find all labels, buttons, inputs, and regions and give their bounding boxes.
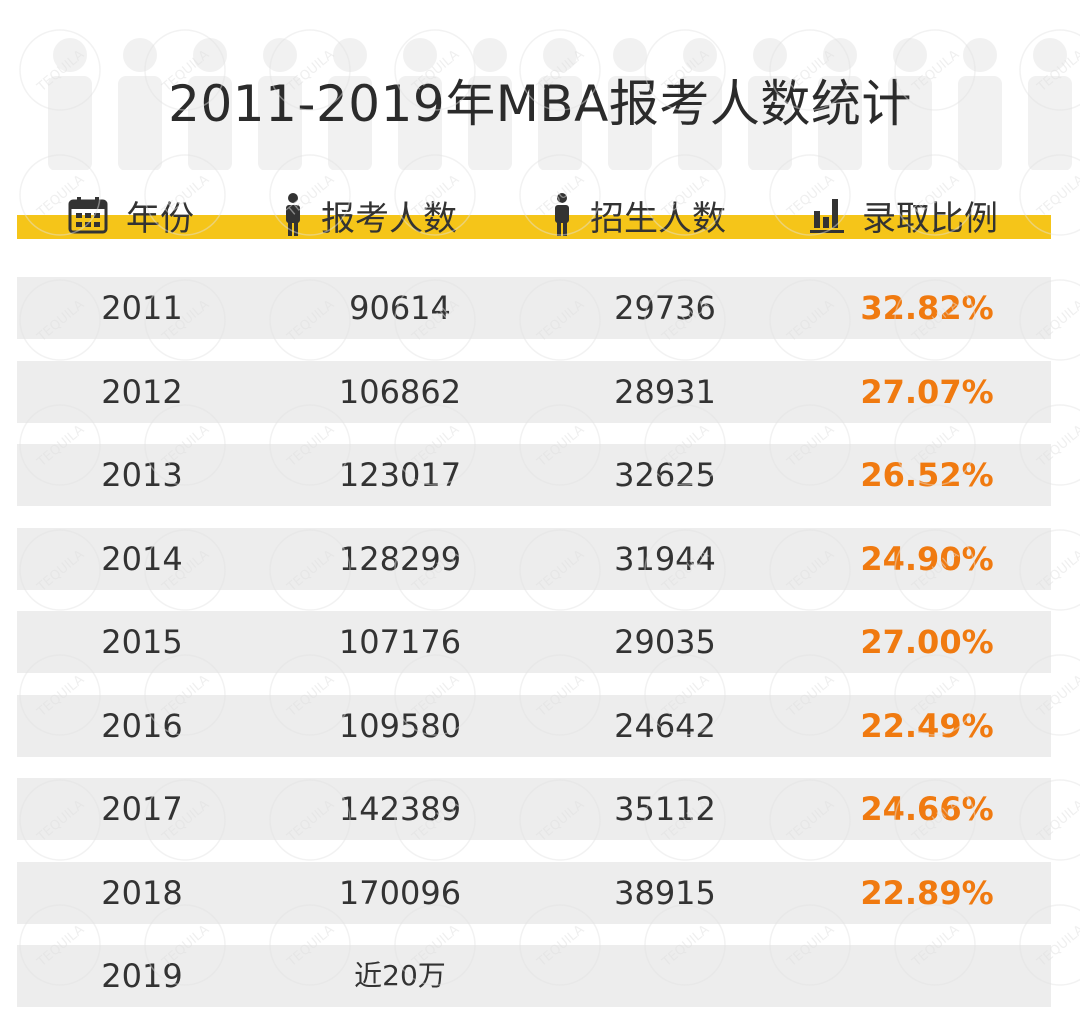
cell-year: 2018 — [101, 873, 183, 912]
header-admitted-label: 招生人数 — [590, 198, 726, 239]
calendar-icon — [68, 197, 108, 234]
header-applicants-label: 报考人数 — [321, 198, 457, 239]
cell-rate: 22.89% — [860, 873, 994, 912]
person-silhouette — [538, 38, 582, 170]
cell-year: 2016 — [101, 706, 183, 745]
header-bar — [17, 215, 1051, 239]
person-silhouette — [748, 38, 792, 170]
header-rate-label: 录取比例 — [862, 198, 998, 239]
person-silhouette — [818, 38, 862, 170]
cell-admitted: 24642 — [614, 706, 716, 745]
table-row: 2018 170096 38915 22.89% — [17, 861, 1051, 924]
cell-admitted: 38915 — [614, 873, 716, 912]
cell-applicants: 106862 — [338, 372, 462, 411]
page-title: 2011-2019年MBA报考人数统计 — [168, 75, 912, 133]
cell-applicants: 109580 — [338, 706, 462, 745]
table-row: 2016 109580 24642 22.49% — [17, 694, 1051, 757]
cell-applicants: 90614 — [349, 289, 451, 327]
person-silhouette — [118, 38, 162, 170]
cell-admitted: 29035 — [614, 623, 716, 661]
cell-year: 2015 — [101, 623, 183, 661]
table-row: 2013 123017 32625 26.52% — [17, 444, 1051, 506]
cell-year: 2011 — [101, 289, 183, 327]
person-silhouette — [258, 38, 302, 170]
svg-text:TEQUILA: TEQUILA — [1034, 172, 1080, 220]
cell-rate: 27.00% — [860, 623, 994, 661]
bar-chart-icon — [810, 199, 844, 233]
table-row: 2012 106862 28931 27.07% — [17, 360, 1051, 423]
cell-rate: 32.82% — [860, 289, 994, 327]
cell-rate — [827, 945, 1027, 1007]
header-admitted: 招生人数 — [552, 190, 726, 240]
person-silhouette — [468, 38, 512, 170]
person-silhouette — [608, 38, 652, 170]
cell-admitted — [565, 945, 765, 1007]
background-people-pattern — [48, 38, 1072, 170]
cell-applicants: 近20万 — [354, 959, 446, 992]
cell-applicants: 128299 — [338, 539, 462, 578]
cell-rate: 24.90% — [860, 539, 994, 578]
table-row: 2011 90614 29736 32.82% — [17, 277, 1051, 339]
cell-admitted: 35112 — [614, 790, 716, 828]
cell-admitted: 28931 — [614, 372, 716, 411]
cell-year: 2017 — [101, 790, 183, 828]
cell-rate: 26.52% — [860, 456, 994, 494]
person-silhouette — [328, 38, 372, 170]
person-icon — [286, 193, 300, 236]
cell-rate: 22.49% — [860, 706, 994, 745]
person-silhouette — [1028, 38, 1072, 170]
cell-admitted: 32625 — [614, 456, 716, 494]
cell-year: 2014 — [101, 539, 183, 578]
person-silhouette — [48, 38, 92, 170]
table-row: 2015 107176 29035 27.00% — [17, 611, 1051, 673]
table-row: 2019 近20万 — [17, 945, 1051, 1007]
cell-applicants: 170096 — [338, 873, 462, 912]
header-rate: 录取比例 — [810, 190, 998, 240]
cell-rate: 24.66% — [860, 790, 994, 828]
cell-admitted: 31944 — [614, 539, 716, 578]
person-icon — [555, 193, 569, 236]
cell-year: 2013 — [101, 456, 183, 494]
header-applicants: 报考人数 — [283, 190, 457, 240]
cell-applicants: 107176 — [338, 623, 462, 661]
cell-applicants: 142389 — [338, 790, 462, 828]
header-year-label: 年份 — [126, 198, 194, 239]
table-row: 2017 142389 35112 24.66% — [17, 778, 1051, 840]
cell-year: 2012 — [101, 372, 183, 411]
cell-admitted: 29736 — [614, 289, 716, 327]
person-silhouette — [958, 38, 1002, 170]
cell-applicants: 123017 — [338, 456, 462, 494]
cell-rate: 27.07% — [860, 372, 994, 411]
person-silhouette — [888, 38, 932, 170]
person-silhouette — [678, 38, 722, 170]
header-year: 年份 — [68, 190, 194, 240]
person-silhouette — [398, 38, 442, 170]
cell-year: 2019 — [101, 957, 183, 995]
table-row: 2014 128299 31944 24.90% — [17, 527, 1051, 590]
person-silhouette — [188, 38, 232, 170]
